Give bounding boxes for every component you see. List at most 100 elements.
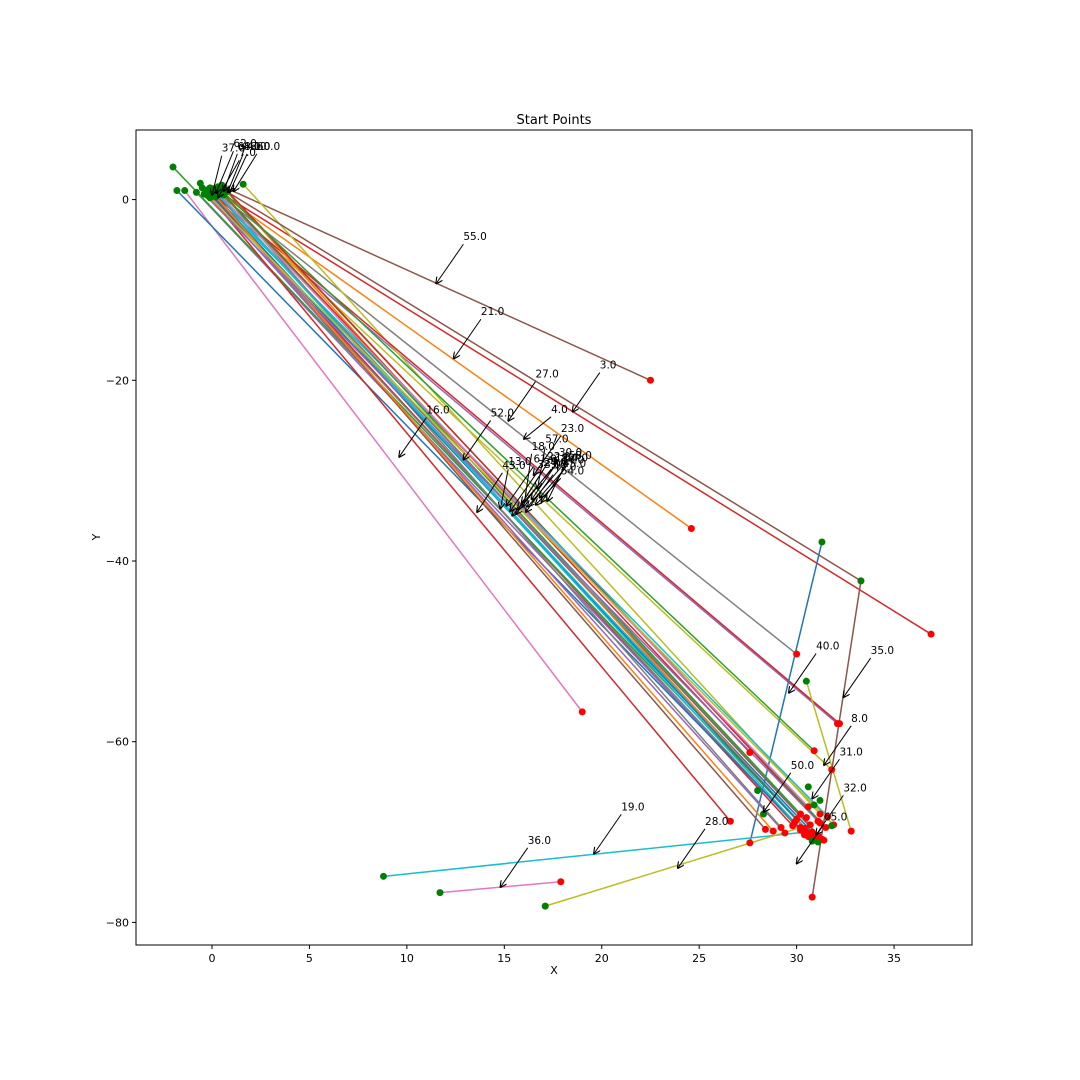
start-point-36.0 [436,889,444,897]
end-point-68.0 [800,824,808,832]
annotation-label-18.0: 18.0 [532,441,555,453]
end-point-16.0 [578,708,586,716]
start-point-37.0 [169,163,177,171]
start-point-28.0 [541,902,549,910]
annotation-arrow-31.0 [812,758,840,798]
end-point-61.0 [791,818,799,826]
annotation-label-65.0: 65.0 [824,811,847,823]
annotation-label-54.0: 54.0 [561,465,584,477]
annotation-arrow-52.0 [463,420,492,459]
y-tick-label--60: −60 [106,736,129,749]
annotation-label-55.0: 55.0 [463,231,486,243]
annotation-label-37.0: 37.0 [222,143,245,155]
annotation-label-8.0: 8.0 [851,713,868,725]
start-point-23.0 [239,180,247,188]
segment-line-8.0 [211,192,840,725]
extra-start-point-1 [804,783,812,791]
x-tick-label-5: 5 [306,952,313,965]
annotation-label-28.0: 28.0 [705,816,728,828]
annotation-label-58.0: 58.0 [569,450,592,462]
plot-frame [135,129,973,946]
annotation-label-31.0: 31.0 [839,746,862,758]
start-point-32.0 [802,677,810,685]
annotation-label-64.0: 64.0 [565,453,588,465]
annotation-label-60.0: 60.0 [257,141,280,153]
y-tick-label-0: 0 [122,194,129,207]
annotation-arrow-13.0 [500,469,509,508]
x-tick-label-15: 15 [497,952,511,965]
annotation-arrow-19.0 [594,814,622,853]
y-tick-label--20: −20 [106,374,129,387]
segment-line-62.0 [176,190,809,838]
annotation-label-19.0: 19.0 [621,801,644,813]
end-point-33.0 [769,827,777,835]
annotation-arrow-65.0 [797,824,825,863]
annotation-arrow-16.0 [399,417,427,457]
annotation-arrow-43.0 [477,472,503,512]
segment-line-61.0 [217,193,796,823]
extra-end-point-8 [802,814,810,822]
end-point-27.0 [793,650,801,658]
end-point-23.0 [816,810,824,818]
annotation-arrow-4.0 [524,416,552,439]
end-point-50.0 [746,839,754,847]
segment-line-43.0 [195,191,805,836]
end-point-62.0 [804,833,812,841]
annotation-label-21.0: 21.0 [481,306,504,318]
segment-line-32.0 [805,680,852,832]
annotation-arrow-40.0 [789,653,817,693]
segment-line-31.0 [209,187,833,771]
extra-start-point-0 [754,786,762,794]
annotation-arrow-37.0 [212,155,223,195]
segment-line-33.0 [215,196,774,832]
segment-line-14.0 [217,186,815,752]
annotation-arrow-61.0 [506,466,534,506]
y-axis-label: Y [90,533,103,541]
segment-line-35.0 [223,188,862,582]
annotation-label-12.0: 12.0 [555,453,578,465]
end-point-55.0 [646,376,654,384]
end-point-57.0 [822,824,830,832]
annotation-label-3.0: 3.0 [600,360,617,372]
end-point-60.0 [781,829,789,837]
annotation-arrow-3.0 [573,372,601,412]
annotation-arrow-57.0 [537,446,546,489]
end-point-54.0 [804,803,812,811]
annotation-label-45.0: 45.0 [563,458,586,470]
annotation-label-22.0: 22.0 [547,451,570,463]
annotation-arrow-27.0 [508,381,536,421]
start-point-16.0 [181,187,189,195]
end-point-21.0 [687,524,695,532]
axis-ticks: 0 5 10 15 20 25 30 35 0 −20 −40 −60 −80 [106,194,901,965]
end-point-41.0 [806,821,814,829]
extra-end-point-9 [820,836,828,844]
annotation-label-50.0: 50.0 [791,760,814,772]
annotation-label-49.0: 49.0 [553,462,576,474]
start-point-64.0 [206,194,214,202]
x-tick-label-10: 10 [400,952,414,965]
annotation-arrow-49.0 [526,474,554,513]
annotation-arrow-7.0 [218,159,240,198]
annotation-label-61.0: 61.0 [534,454,557,466]
start-point-65.0 [857,577,865,585]
annotation-label-62.0: 62.0 [233,138,256,150]
start-point-19.0 [379,872,387,880]
x-tick-label-25: 25 [692,952,706,965]
chart-title: Start Points [517,113,592,128]
annotation-label-52.0: 52.0 [491,407,514,419]
start-point-60.0 [198,184,206,192]
end-point-3.0 [927,630,935,638]
annotation-arrow-33.0 [510,471,538,511]
annotation-arrow-55.0 [436,243,464,283]
segment-lines [172,166,932,907]
y-tick-label--40: −40 [106,555,129,568]
annotation-label-16.0: 16.0 [426,405,449,417]
annotation-arrow-62.0 [216,150,234,193]
annotation-label-32.0: 32.0 [843,782,866,794]
extra-start-point-4 [814,838,822,846]
start-point-43.0 [192,188,200,196]
annotation-label-23.0: 23.0 [561,423,584,435]
annotation-label-14.0: 14.0 [561,454,584,466]
